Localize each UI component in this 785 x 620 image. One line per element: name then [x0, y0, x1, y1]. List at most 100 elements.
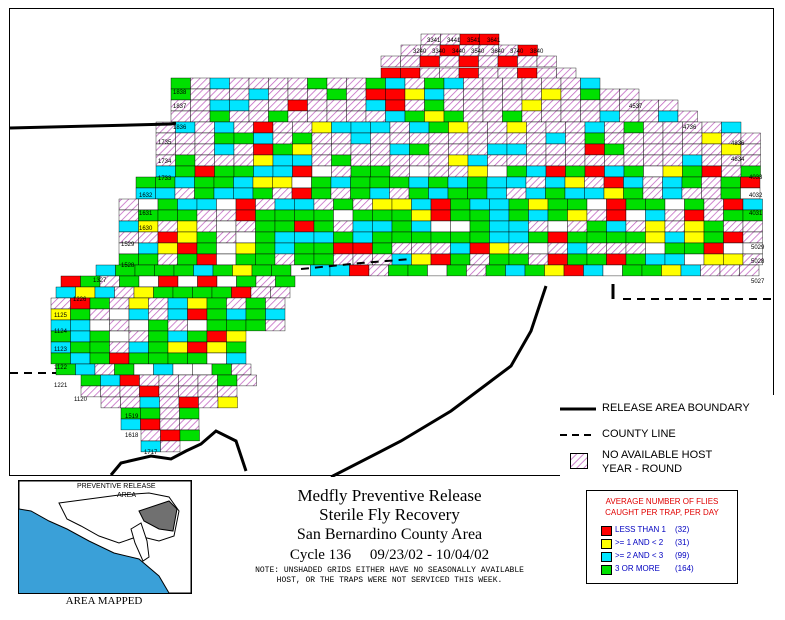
grid-cell — [268, 88, 289, 101]
grid-cell — [506, 121, 527, 134]
grid-cell-label: 1838 — [173, 90, 187, 96]
grid-cell — [311, 165, 332, 178]
grid-cell — [178, 396, 199, 409]
grid-cell — [206, 341, 227, 354]
grid-cell-label: 4834 — [731, 157, 745, 163]
grid-cell — [482, 110, 503, 123]
grid-cell — [252, 187, 273, 200]
fly-legend-count: (164) — [675, 564, 694, 573]
grid-cell-label: 3740 — [510, 49, 524, 55]
grid-cell — [346, 110, 367, 123]
grid-cell — [331, 121, 352, 134]
grid-cell — [430, 220, 451, 233]
grid-cell — [450, 231, 471, 244]
grid-cell — [427, 264, 448, 277]
grid-cell — [248, 88, 269, 101]
grid-cell — [424, 99, 445, 112]
grid-cell — [528, 253, 549, 266]
grid-cell — [407, 264, 428, 277]
grid-cell — [109, 330, 130, 343]
grid-cell — [226, 308, 247, 321]
grid-cell — [391, 198, 412, 211]
grid-cell — [311, 176, 332, 189]
grid-cell — [584, 187, 605, 200]
grid-cell — [525, 187, 546, 200]
grid-cell — [701, 154, 722, 167]
grid-cell — [170, 77, 191, 90]
grid-cell — [177, 231, 198, 244]
grid-cell — [217, 396, 238, 409]
grid-cell — [272, 165, 293, 178]
grid-cell — [742, 231, 763, 244]
grid-cell — [172, 363, 193, 376]
grid-cell — [567, 253, 588, 266]
grid-cell — [109, 308, 130, 321]
grid-cell — [272, 154, 293, 167]
grid-cell — [719, 264, 740, 277]
grid-cell — [643, 143, 664, 156]
grid-cell — [291, 187, 312, 200]
title-block: Medfly Preventive Release Sterile Fly Re… — [222, 486, 557, 586]
grid-cell — [252, 176, 273, 189]
grid-cell — [584, 154, 605, 167]
grid-cell — [506, 154, 527, 167]
grid-cell — [157, 220, 178, 233]
grid-cell — [133, 363, 154, 376]
grid-cell — [216, 198, 237, 211]
grid-cell — [206, 308, 227, 321]
grid-cell — [50, 352, 71, 365]
grid-cell — [528, 209, 549, 222]
grid-cell — [197, 374, 218, 387]
grid-cell — [265, 297, 286, 310]
grid-cell — [404, 77, 425, 90]
grid-cell — [508, 231, 529, 244]
grid-cell — [428, 121, 449, 134]
grid-cell — [545, 143, 566, 156]
grid-cell — [623, 121, 644, 134]
grid-cell — [506, 187, 527, 200]
grid-cell — [661, 264, 682, 277]
grid-cell — [128, 308, 149, 321]
grid-cell — [723, 242, 744, 255]
grid-cell-label: 5027 — [751, 279, 765, 285]
grid-cell — [138, 198, 159, 211]
cyan-swatch-icon — [601, 552, 612, 562]
grid-cell — [586, 242, 607, 255]
grid-cell — [272, 121, 293, 134]
grid-cell — [517, 55, 538, 68]
grid-cell — [466, 264, 487, 277]
grid-cell — [619, 110, 640, 123]
grid-cell — [564, 187, 585, 200]
grid-cell — [662, 187, 683, 200]
grid-cell — [190, 99, 211, 112]
grid-cell — [248, 77, 269, 90]
grid-cell — [447, 187, 468, 200]
grid-cell — [428, 132, 449, 145]
grid-cell — [506, 143, 527, 156]
grid-cell — [89, 308, 110, 321]
grid-cell — [248, 99, 269, 112]
grid-cell-label: 1528 — [121, 263, 135, 269]
grid-cell — [508, 209, 529, 222]
grid-cell — [294, 198, 315, 211]
grid-cell — [469, 198, 490, 211]
grid-cell — [187, 319, 208, 332]
grid-cell — [684, 198, 705, 211]
grid-cell — [365, 88, 386, 101]
fly-count-legend: AVERAGE NUMBER OF FLIES CAUGHT PER TRAP,… — [586, 490, 738, 584]
grid-cell — [235, 220, 256, 233]
yellow-swatch-icon — [601, 539, 612, 549]
grid-cell — [167, 297, 188, 310]
grid-cell — [448, 121, 469, 134]
grid-cell — [502, 77, 523, 90]
grid-cell — [368, 264, 389, 277]
map-subtitle: Sterile Fly Recovery — [319, 505, 460, 524]
grid-cell — [701, 165, 722, 178]
solid-line-icon — [560, 407, 596, 411]
grid-cell — [463, 88, 484, 101]
grid-cell — [642, 187, 663, 200]
red-swatch-icon — [601, 526, 612, 536]
grid-cell — [506, 176, 527, 189]
grid-cell — [623, 165, 644, 178]
grid-cell — [599, 88, 620, 101]
